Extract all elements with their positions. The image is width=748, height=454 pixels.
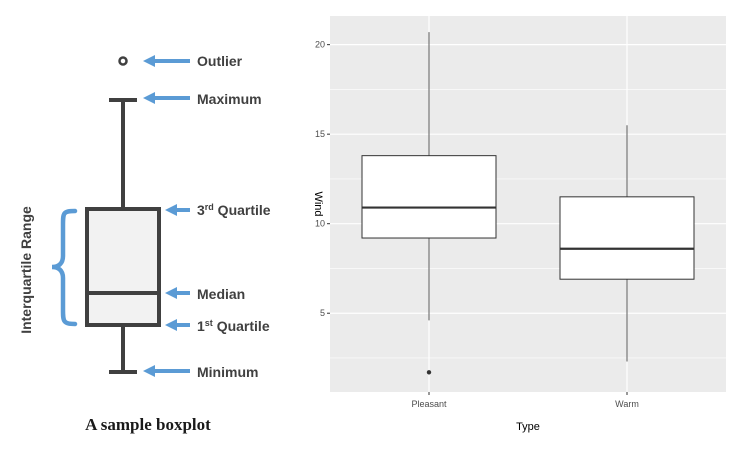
y-tick-label: 10 (315, 219, 325, 229)
outlier-label: Outlier (197, 53, 243, 69)
diagram-box (85, 207, 161, 327)
wind-by-type-chart: 5 10 15 20 Pleasant Warm Type Wind (312, 16, 726, 433)
y-axis-title: Wind (312, 191, 324, 216)
y-tick-label: 5 (320, 308, 325, 318)
iqr-side-label: Interquartile Range (18, 206, 34, 334)
outlier-point (426, 370, 432, 375)
x-tick-label: Pleasant (411, 399, 447, 409)
minimum-arrow (143, 365, 190, 377)
iqr-box (559, 196, 695, 280)
iqr-box (361, 155, 497, 239)
minimum-label: Minimum (197, 364, 258, 380)
q3-arrow (165, 204, 190, 216)
q3-label: 3rd Quartile (197, 202, 271, 218)
y-tick-label: 15 (315, 129, 325, 139)
maximum-arrow (143, 92, 190, 104)
iqr-brace (51, 208, 78, 327)
median-label: Median (197, 286, 245, 302)
median-arrow (165, 287, 190, 299)
y-axis-ticks: 5 10 15 20 (315, 40, 330, 318)
diagram-caption: A sample boxplot (85, 415, 211, 434)
diagram-outlier-point (118, 56, 128, 66)
q1-arrow (165, 319, 190, 331)
q1-label: 1st Quartile (197, 318, 270, 334)
box-warm (559, 125, 695, 362)
box-series (361, 32, 695, 375)
y-tick-label: 20 (315, 40, 325, 50)
box-pleasant (361, 32, 497, 375)
sample-boxplot-diagram: Interquartile Range (18, 53, 271, 434)
x-axis-title: Type (516, 421, 540, 433)
x-tick-label: Warm (615, 399, 639, 409)
x-axis-ticks: Pleasant Warm (411, 392, 639, 409)
outlier-arrow (143, 55, 190, 67)
maximum-label: Maximum (197, 91, 262, 107)
